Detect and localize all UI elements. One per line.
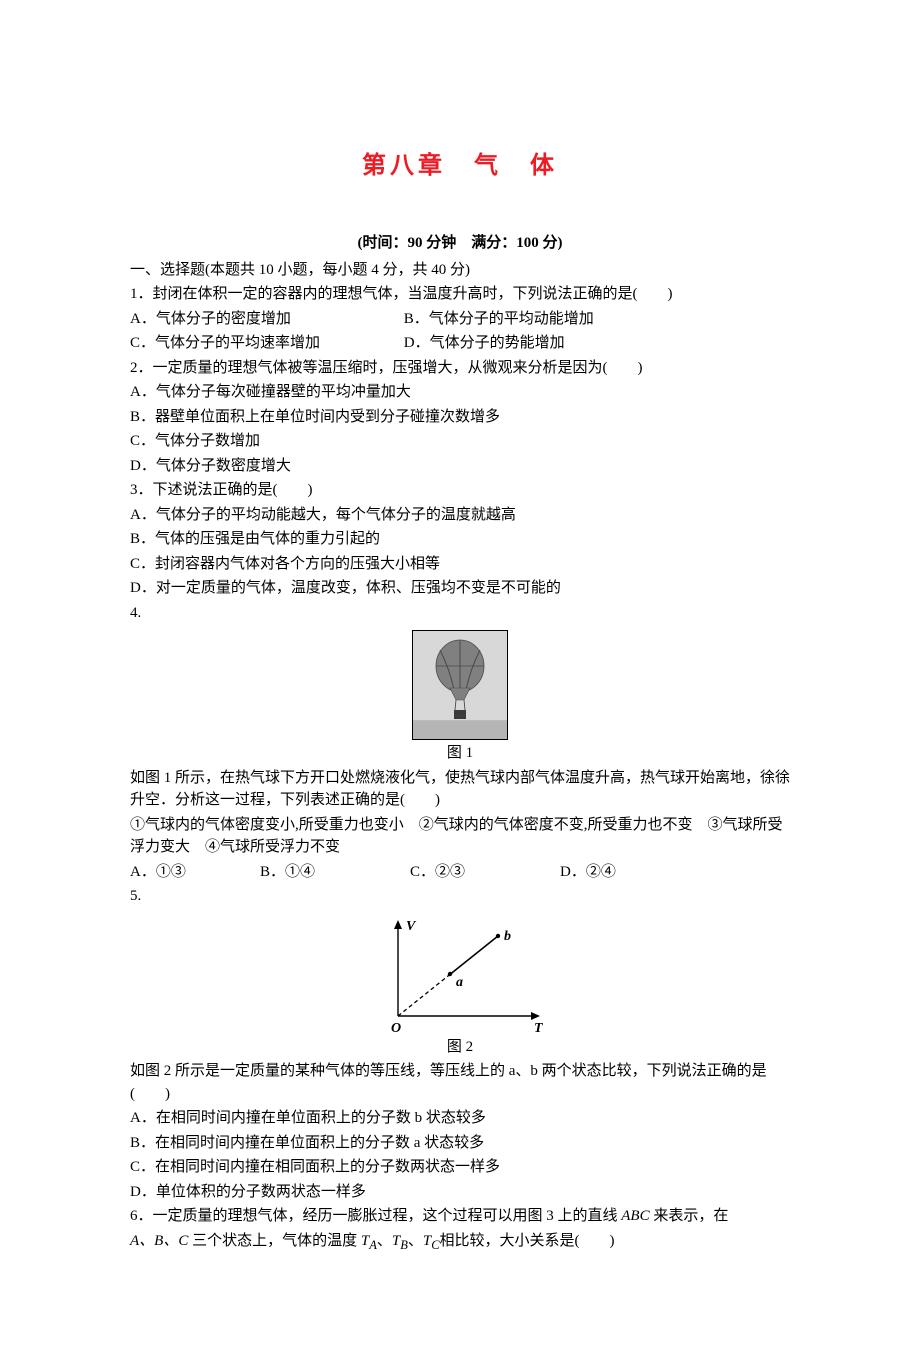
q6-abc2: A、B、C — [130, 1233, 188, 1249]
q4-option-d: D．②④ — [560, 861, 710, 884]
q5-option-b: B．在相同时间内撞在单位面积上的分子数 a 状态较多 — [130, 1132, 790, 1155]
q6-tc: T — [423, 1233, 431, 1249]
q3-option-c: C．封闭容器内气体对各个方向的压强大小相等 — [130, 553, 790, 576]
q5-stem-text: 如图 2 所示是一定质量的某种气体的等压线，等压线上的 a、b 两个状态比较，下… — [130, 1063, 767, 1102]
q3-option-b: B．气体的压强是由气体的重力引起的 — [130, 528, 790, 551]
q6-tb: T — [392, 1233, 400, 1249]
q6-ta: T — [361, 1233, 369, 1249]
section-heading: 一、选择题(本题共 10 小题，每小题 4 分，共 40 分) — [130, 259, 790, 282]
q6-tc-sub: C — [431, 1238, 439, 1252]
q6-l2p2: 三个状态上，气体的温度 — [188, 1233, 361, 1249]
q4-stem2: ①气球内的气体密度变小,所受重力也变小 ②气球内的气体密度不变,所受重力也不变 … — [130, 814, 790, 859]
q1-option-c: C．气体分子的平均速率增加 — [130, 332, 400, 355]
exam-info: (时间：90 分钟 满分：100 分) — [130, 232, 790, 255]
q3-option-a: A．气体分子的平均动能越大，每个气体分子的温度就越高 — [130, 504, 790, 527]
q2-stem: 2．一定质量的理想气体被等温压缩时，压强增大，从微观来分析是因为( ) — [130, 357, 790, 380]
q1-option-d: D．气体分子的势能增加 — [404, 335, 565, 351]
svg-text:a: a — [456, 975, 463, 990]
q6-stem-part2: 来表示，在 — [650, 1208, 729, 1224]
q6-tb-sub: B — [400, 1238, 408, 1252]
figure-2: V T Oa b — [130, 914, 790, 1034]
q1-options-row2: C．气体分子的平均速率增加 D．气体分子的势能增加 — [130, 332, 790, 355]
q6-l2p3: 相比较，大小关系是( ) — [440, 1233, 615, 1249]
q6-ta-sub: A — [369, 1238, 377, 1252]
svg-text:O: O — [391, 1021, 401, 1034]
question-6: 6．一定质量的理想气体，经历一膨胀过程，这个过程可以用图 3 上的直线 ABC … — [130, 1205, 790, 1254]
svg-text:V: V — [406, 919, 417, 934]
q1-options-row1: A．气体分子的密度增加 B．气体分子的平均动能增加 — [130, 308, 790, 331]
q6-stem-line2: A、B、C 三个状态上，气体的温度 TA、TB、TC相比较，大小关系是( ) — [130, 1230, 790, 1255]
q2-option-c: C．气体分子数增加 — [130, 430, 790, 453]
question-4: 4. 图 1 如图 1 所示，在热气球下方开口处燃烧液化气，使热气球内部气体温度… — [130, 602, 790, 884]
q3-stem: 3．下述说法正确的是( ) — [130, 479, 790, 502]
q2-option-d: D．气体分子数密度增大 — [130, 455, 790, 478]
q5-option-c: C．在相同时间内撞在相同面积上的分子数两状态一样多 — [130, 1156, 790, 1179]
figure-1-caption: 图 1 — [130, 742, 790, 765]
hot-air-balloon-image — [412, 630, 508, 740]
figure-2-caption: 图 2 — [130, 1036, 790, 1059]
q5-option-a: A．在相同时间内撞在单位面积上的分子数 b 状态较多 — [130, 1107, 790, 1130]
q4-num: 4. — [130, 602, 790, 625]
chapter-title: 第八章 气 体 — [130, 148, 790, 184]
q1-option-b: B．气体分子的平均动能增加 — [404, 311, 594, 327]
svg-text:b: b — [504, 929, 511, 944]
q5-num: 5. — [130, 885, 790, 908]
question-5: 5. V T Oa b 图 2 如图 2 所示是一定质量的某种气体的等压线，等压线上的… — [130, 885, 790, 1203]
question-1: 1．封闭在体积一定的容器内的理想气体，当温度升高时，下列说法正确的是( ) A．… — [130, 283, 790, 355]
q2-option-a: A．气体分子每次碰撞器壁的平均冲量加大 — [130, 381, 790, 404]
figure-1 — [130, 630, 790, 740]
q2-option-b: B．器壁单位面积上在单位时间内受到分子碰撞次数增多 — [130, 406, 790, 429]
q4-stem1: 如图 1 所示，在热气球下方开口处燃烧液化气，使热气球内部气体温度升高，热气球开… — [130, 767, 790, 812]
q5-option-d: D．单位体积的分子数两状态一样多 — [130, 1181, 790, 1204]
q1-option-a: A．气体分子的密度增加 — [130, 308, 400, 331]
question-2: 2．一定质量的理想气体被等温压缩时，压强增大，从微观来分析是因为( ) A．气体… — [130, 357, 790, 478]
q5-stem: 如图 2 所示是一定质量的某种气体的等压线，等压线上的 a、b 两个状态比较，下… — [130, 1060, 790, 1105]
q4-option-b: B．①④ — [260, 861, 410, 884]
q6-stem-line1: 6．一定质量的理想气体，经历一膨胀过程，这个过程可以用图 3 上的直线 ABC … — [130, 1205, 790, 1228]
q6-stem-part1: 6．一定质量的理想气体，经历一膨胀过程，这个过程可以用图 3 上的直线 — [130, 1208, 621, 1224]
q1-stem: 1．封闭在体积一定的容器内的理想气体，当温度升高时，下列说法正确的是( ) — [130, 283, 790, 306]
svg-text:T: T — [534, 1021, 544, 1034]
question-3: 3．下述说法正确的是( ) A．气体分子的平均动能越大，每个气体分子的温度就越高… — [130, 479, 790, 600]
q4-options: A．①③ B．①④ C．②③ D．②④ — [130, 861, 790, 884]
vt-chart: V T Oa b — [370, 914, 550, 1034]
q4-option-c: C．②③ — [410, 861, 560, 884]
q3-option-d: D．对一定质量的气体，温度改变，体积、压强均不变是不可能的 — [130, 577, 790, 600]
q4-option-a: A．①③ — [130, 861, 260, 884]
q6-abc: ABC — [621, 1208, 649, 1224]
